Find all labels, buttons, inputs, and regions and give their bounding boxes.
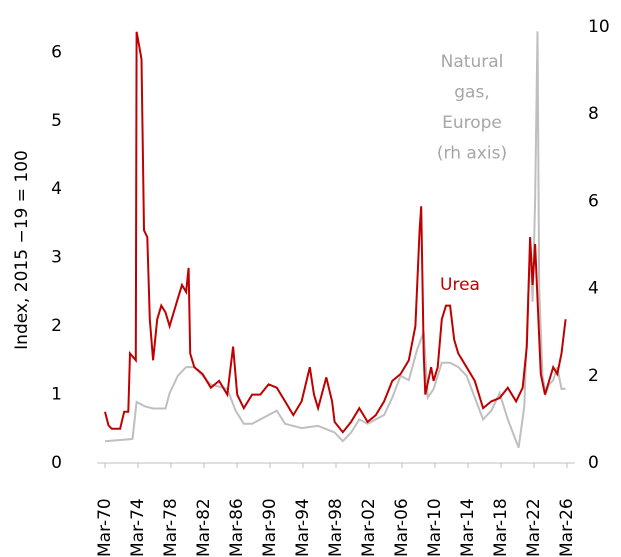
x-tick-label: Mar-78 xyxy=(161,498,181,557)
series-label: Europe xyxy=(442,113,502,133)
x-tick-label: Mar-86 xyxy=(227,498,247,557)
x-tick-label: Mar-74 xyxy=(128,498,148,557)
y2-tick-label: 2 xyxy=(588,366,599,386)
y-tick-label: 5 xyxy=(51,111,62,131)
x-tick-label: Mar-26 xyxy=(557,498,577,557)
y2-tick-label: 10 xyxy=(588,17,610,37)
y-tick-label: 3 xyxy=(51,248,62,268)
y-tick-label: 1 xyxy=(51,385,62,405)
x-tick-label: Mar-94 xyxy=(293,498,313,557)
series-label: gas, xyxy=(454,83,489,103)
x-tick-label: Mar-98 xyxy=(326,498,346,557)
series-line xyxy=(104,31,567,434)
x-tick-label: Mar-22 xyxy=(524,498,544,557)
series-label: Natural xyxy=(441,52,504,72)
x-tick-label: Mar-90 xyxy=(260,498,280,557)
y-tick-label: 4 xyxy=(51,179,62,199)
y2-tick-label: 0 xyxy=(588,453,599,473)
x-tick-label: Mar-06 xyxy=(392,498,412,557)
series-label: (rh axis) xyxy=(437,144,507,164)
y2-tick-label: 4 xyxy=(588,279,599,299)
y-axis-label: Index, 2015 −19 = 100 xyxy=(12,150,32,350)
y-tick-label: 2 xyxy=(51,316,62,336)
x-tick-label: Mar-82 xyxy=(194,498,214,557)
x-tick-label: Mar-10 xyxy=(425,498,445,557)
x-tick-label: Mar-18 xyxy=(491,498,511,557)
series-line xyxy=(104,31,566,449)
y2-tick-label: 8 xyxy=(588,104,599,124)
y-tick-label: 0 xyxy=(51,453,62,473)
x-tick-label: Mar-14 xyxy=(458,498,478,557)
y2-tick-label: 6 xyxy=(588,191,599,211)
x-tick-label: Mar-02 xyxy=(359,498,379,557)
series-label: Urea xyxy=(440,275,480,295)
y-tick-label: 6 xyxy=(51,42,62,62)
x-tick-label: Mar-70 xyxy=(95,498,115,557)
